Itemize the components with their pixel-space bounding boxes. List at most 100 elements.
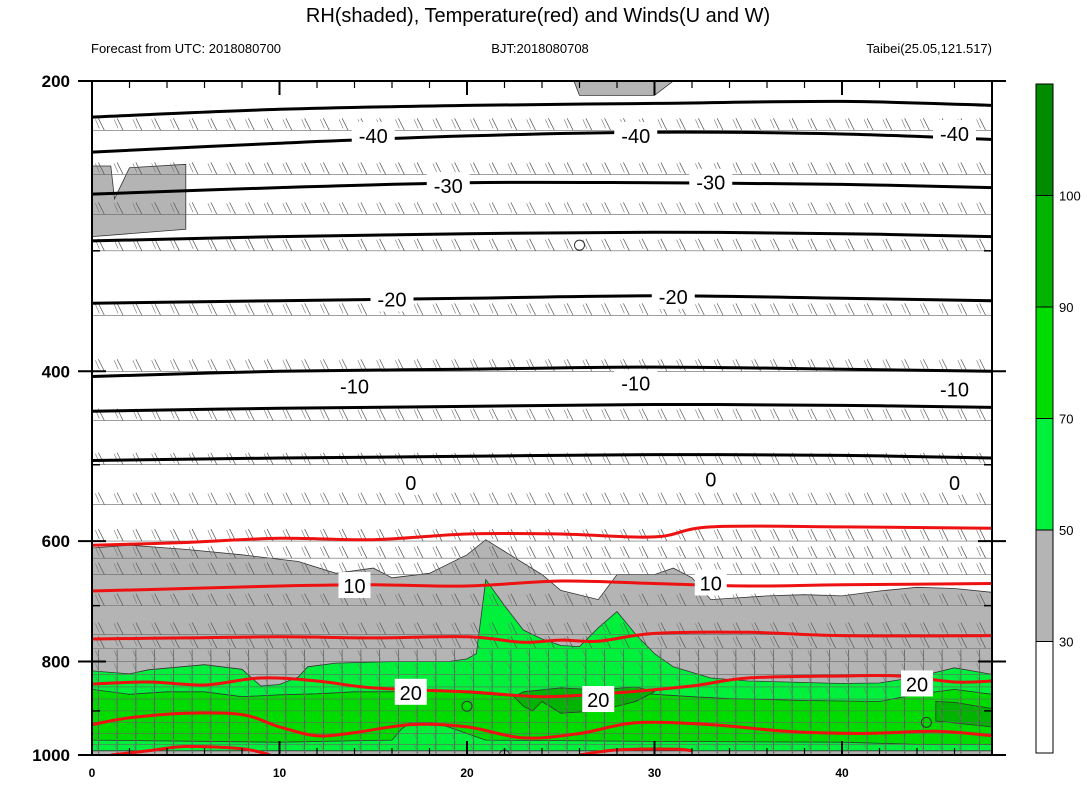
wind-barb-flag [845,493,850,503]
wind-barb-flag [863,163,869,173]
wind-barb [628,81,630,82]
wind-barb-flag [207,687,213,698]
wind-barb-flag [207,493,213,503]
wind-barb-flag [113,163,119,173]
wind-barb-flag [526,743,531,754]
wind-barb [360,162,368,175]
wind-barb-flag [526,650,531,660]
wind-barb-flag [770,529,775,540]
wind-barb [529,546,536,559]
wind-barb [941,452,949,465]
wind-barb [716,593,724,606]
wind-barb [641,562,649,575]
wind-barb-flag [526,563,531,573]
wind-barb-flag [170,663,175,673]
contour-label: 20 [901,670,933,697]
wind-barb-flag [470,623,475,633]
wind-barb [191,622,199,635]
wind-barb-flag [976,529,981,540]
wind-barb-flag [751,711,756,721]
wind-barb [835,81,836,82]
wind-barb [872,81,874,82]
wind-barb-flag [282,623,288,633]
wind-barb [698,593,705,606]
wind-barb-flag [320,547,325,557]
wind-barb-flag [677,70,681,79]
wind-barb [885,593,893,606]
wind-barb-flag [620,663,625,673]
wind-barb-flag [320,687,325,698]
wind-barb [341,303,349,316]
wind-barb-flag [488,203,494,213]
wind-barb-flag [470,663,475,673]
wind-barb [910,81,911,82]
wind-barb-flag [863,663,869,673]
wind-barb-flag [113,360,119,370]
wind-barb-flag [301,360,306,370]
contour-label-bg [370,285,414,312]
wind-barb-flag [489,70,493,79]
wind-barb-flag [938,493,944,503]
wind-barb [960,303,968,316]
wind-barb [923,408,930,421]
wind-barb [422,81,424,82]
wind-barb [229,492,236,505]
wind-barb [623,492,630,505]
wind-barb [885,238,893,251]
wind-barb-flag [226,239,231,249]
wind-barb [416,562,424,575]
wind-barb-flag [788,743,794,754]
wind-barb-flag [695,239,700,249]
wind-barb-flag [413,304,419,314]
wind-barb [103,81,105,82]
wind-barb-flag [282,687,288,698]
wind-barb [716,238,724,251]
wind-barb [716,408,724,421]
wind-barb [641,202,649,215]
wind-barb-flag [526,722,531,732]
contour-label-bg [694,569,727,596]
wind-barb-flag [582,163,588,173]
wind-barb-flag [883,70,887,79]
wind-barb-flag [170,163,175,173]
wind-barb-flag [170,493,175,503]
wind-barb-flag [357,304,363,314]
wind-barb [510,202,518,215]
wind-barb-flag [863,675,869,686]
wind-barb-flag [526,163,531,173]
wind-barb-flag [657,119,663,129]
wind-barb-flag [526,675,531,686]
wind-barb [191,202,199,215]
wind-barb-flag [582,733,588,743]
wind-barb [716,492,724,505]
wind-barb-flag [488,239,494,249]
wind-barb [848,118,855,131]
wind-barb-flag [938,563,944,573]
wind-barb-flag [657,239,663,249]
wind-barb [960,202,968,215]
wind-barb-flag [376,733,381,743]
wind-barb-flag [395,239,400,249]
wind-barb-flag [863,547,869,557]
wind-barb-flag [413,203,419,213]
wind-barb-flag [770,119,775,129]
station-label: Taibei(25.05,121.517) [866,41,992,56]
wind-barb-flag [976,722,981,732]
wind-barb-flag [413,163,419,173]
wind-barb-flag [826,163,831,173]
wind-barb [173,622,180,635]
wind-barb-flag [488,650,494,660]
wind-barb-flag [95,650,100,660]
wind-barb-flag [582,743,588,754]
wind-barb-flag [95,70,99,79]
wind-barb [248,202,255,215]
wind-barb [98,303,105,316]
wind-barb-flag [657,163,663,173]
wind-barb [666,81,667,82]
wind-barb [435,408,443,421]
wind-barb [454,546,461,559]
wind-barb-flag [263,711,269,721]
wind-barb-flag [638,547,644,557]
wind-barb-flag [882,650,888,660]
wind-barb-flag [882,493,888,503]
